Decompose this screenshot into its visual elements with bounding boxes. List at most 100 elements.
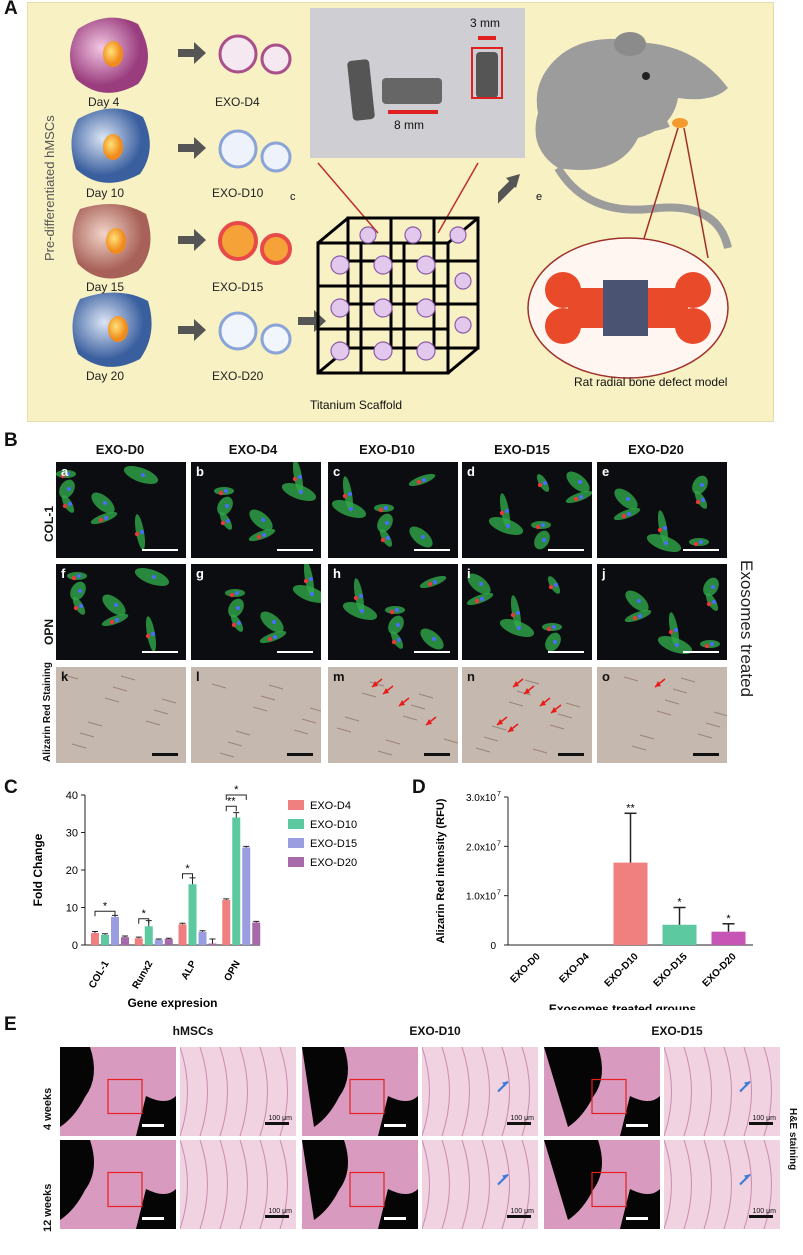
scale-bar: [142, 549, 178, 551]
scale-bar-label: 100 μm: [268, 1208, 293, 1215]
significance-mark: *: [726, 913, 731, 925]
image-tag: g: [196, 566, 204, 581]
bar-EXO-D15-OPN: [242, 847, 251, 945]
scaffold-label: Titanium Scaffold: [310, 398, 403, 412]
b-row-col1: COL-1: [42, 506, 56, 542]
day-10-label: Day 10: [86, 186, 125, 200]
x-tick-label: ALP: [180, 959, 200, 982]
fluorescence-image: e: [597, 462, 727, 558]
fluorescence-image: a: [56, 462, 186, 558]
dim-8mm: 8 mm: [394, 118, 424, 132]
bar-EXO-D10-OPN: [232, 817, 241, 945]
bar-EXO-D4-ALP: [178, 924, 187, 945]
scale-bar: [277, 549, 313, 551]
significance-bracket: [138, 918, 150, 924]
bar-EXO-D15-Runx2: [154, 939, 163, 945]
bar-EXO-D15: [662, 924, 697, 945]
significance-mark: *: [185, 863, 190, 875]
significance-mark: **: [626, 802, 635, 814]
scale-bar: [414, 549, 450, 551]
legend-label: EXO-D10: [310, 819, 357, 831]
bar-EXO-D10-ALP: [188, 884, 197, 945]
fluorescence-image: d: [462, 462, 592, 558]
x-tick-label: EXO-D20: [701, 951, 739, 989]
exo-d20-label: EXO-D20: [212, 369, 264, 383]
letter-e: e: [536, 191, 543, 203]
fluorescence-image: g: [191, 564, 321, 660]
e-row-4weeks: 4 weeks: [42, 1087, 54, 1130]
fluorescence-image: c: [328, 462, 458, 558]
image-tag: d: [467, 464, 475, 479]
significance-bracket: [225, 794, 247, 800]
y-tick-label: 0: [72, 940, 78, 952]
letter-c: c: [290, 191, 296, 203]
e-col-exo-d10: EXO-D10: [409, 1024, 461, 1038]
y-tick-exponent: 7: [497, 840, 501, 847]
x-tick-label: Runx2: [131, 959, 156, 991]
scale-bar: [683, 549, 719, 551]
significance-bracket: [94, 910, 116, 917]
significance-bracket: [225, 805, 237, 812]
bar-EXO-D10: [613, 862, 648, 945]
bar-EXO-D20-ALP: [208, 943, 217, 945]
e-col-exo-d15: EXO-D15: [651, 1024, 703, 1038]
legend-label: EXO-D15: [310, 838, 357, 850]
panel-a-schematic: Pre-differentiated hMSCs: [27, 2, 774, 422]
y-tick-label: 20: [66, 865, 78, 877]
scale-bar: [558, 753, 584, 756]
x-tick-label: EXO-D15: [652, 951, 690, 989]
exosome-group-d4: [218, 34, 292, 75]
histology-zoom: 100 μm: [664, 1047, 780, 1136]
image-tag: h: [333, 566, 341, 581]
image-tag: l: [196, 669, 200, 684]
alizarin-image: o: [597, 667, 727, 763]
b-col-exo-d4: EXO-D4: [228, 442, 278, 457]
significance-mark: **: [227, 795, 236, 807]
panel-label-e: E: [4, 1014, 17, 1035]
exosome-group-d10: [218, 129, 292, 173]
day-15-label: Day 15: [86, 280, 125, 294]
chart-c-gene-expression: 0 10 20 30 40 Fold Change Gene expresion COL-1 R…: [31, 785, 357, 1010]
y-axis-title: Alizarin Red intensity (RFU): [435, 798, 447, 943]
significance-mark: *: [234, 785, 239, 796]
bar-EXO-D4-COL-1: [91, 933, 99, 945]
image-tag: b: [196, 464, 204, 479]
image-tag: e: [602, 464, 610, 479]
exosome-group-d15: [218, 221, 292, 265]
scale-bar-label: 100 μm: [268, 1115, 293, 1122]
y-axis-title: Fold Change: [31, 833, 45, 906]
x-axis-title: Exosomes treated groups: [549, 1002, 697, 1010]
image-tag: k: [61, 669, 69, 684]
bar-EXO-D10-COL-1: [101, 934, 109, 945]
scale-bar: [693, 753, 719, 756]
significance-bracket: [182, 873, 193, 879]
titanium-scaffold-diagram: [316, 162, 480, 375]
image-tag: f: [61, 566, 66, 581]
image-tag: i: [467, 566, 471, 581]
legend-swatch: [288, 857, 304, 867]
significance-mark: *: [142, 908, 147, 920]
exo-d4-label: EXO-D4: [215, 95, 260, 109]
histology-zoom: 100 μm: [422, 1140, 538, 1229]
bar-EXO-D20-COL-1: [121, 937, 129, 945]
histology-zoom: 100 μm: [664, 1140, 780, 1229]
b-col-exo-d20: EXO-D20: [628, 442, 684, 457]
bar-EXO-D20-Runx2: [164, 939, 173, 945]
fluorescence-image: h: [328, 564, 458, 660]
histology-zoom: 100 μm: [422, 1047, 538, 1136]
panel-label-d: D: [412, 777, 426, 798]
y-tick-label: 2.0x10: [466, 842, 496, 853]
x-tick-label: COL-1: [87, 959, 112, 991]
y-tick-label: 0: [490, 941, 496, 952]
scale-bar-label: 100 μm: [510, 1115, 535, 1122]
model-label: Rat radial bone defect model: [574, 375, 728, 389]
y-tick-label: 30: [66, 828, 78, 840]
alizarin-image: k: [56, 667, 186, 763]
image-tag: j: [602, 566, 606, 581]
scale-bar: [424, 753, 450, 756]
image-tag: n: [467, 669, 475, 684]
scale-bar-label: 100 μm: [752, 1208, 777, 1215]
histology-overview: [302, 1140, 418, 1229]
x-tick-label: EXO-D0: [509, 951, 543, 985]
